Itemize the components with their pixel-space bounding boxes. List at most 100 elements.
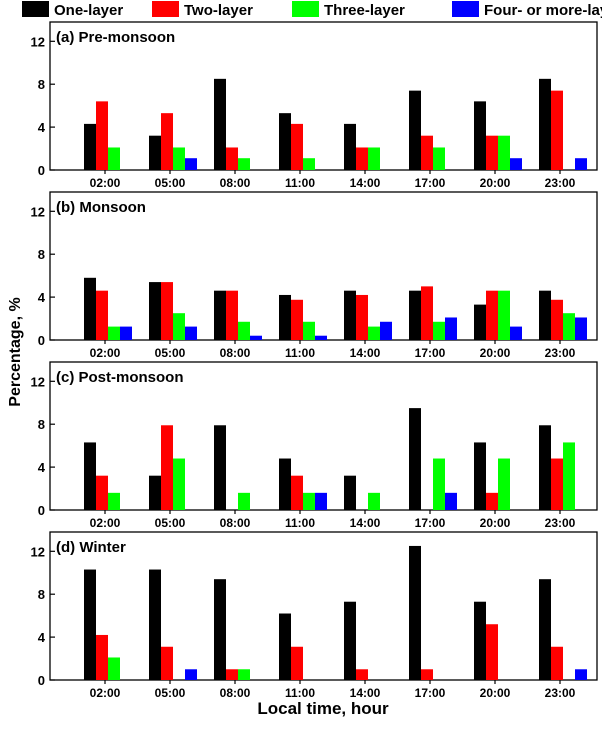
bar [108,657,120,680]
x-tick-label: 05:00 [155,346,186,360]
x-axis-label: Local time, hour [257,699,389,718]
x-tick-label: 14:00 [350,516,381,530]
bar [279,458,291,510]
bar [238,669,250,680]
bar [563,442,575,510]
bar [108,326,120,340]
x-tick-label: 08:00 [220,516,251,530]
x-tick-label: 23:00 [545,346,576,360]
bar [421,135,433,170]
y-tick-label: 12 [31,544,45,559]
bar [161,425,173,510]
legend-label: One-layer [54,2,123,19]
bar [120,326,132,340]
x-tick-label: 02:00 [90,686,121,700]
legend: One-layer Two-layer Three-layer Four- or mo… [22,1,602,19]
x-tick-label: 20:00 [480,176,511,190]
y-axis-label: Percentage, % [7,297,24,406]
bar [226,147,238,170]
bar [368,147,380,170]
bar [474,442,486,510]
legend-swatch [22,1,49,17]
x-tick-label: 20:00 [480,346,511,360]
bar [510,158,522,170]
bar [173,147,185,170]
bar [279,113,291,170]
bar [291,123,303,170]
bar [380,321,392,340]
bar [474,601,486,680]
bar [474,304,486,340]
bar [238,492,250,510]
x-tick-label: 17:00 [415,516,446,530]
bar [486,135,498,170]
bar [291,646,303,680]
y-tick-label: 8 [38,417,45,432]
x-tick-label: 11:00 [285,686,315,700]
bar [498,135,510,170]
bar [445,492,457,510]
bar [575,669,587,680]
bar [185,158,197,170]
y-tick-label: 4 [38,290,46,305]
x-tick-label: 11:00 [285,516,315,530]
bar [84,442,96,510]
x-tick-label: 23:00 [545,176,576,190]
x-tick-label: 05:00 [155,686,186,700]
x-tick-label: 11:00 [285,176,315,190]
bar [149,569,161,680]
y-tick-label: 4 [38,120,46,135]
bar [250,335,262,340]
legend-swatch [292,1,319,17]
bar [291,299,303,340]
bar [575,317,587,340]
bar [445,317,457,340]
bar [356,669,368,680]
bar [539,290,551,340]
y-tick-label: 8 [38,587,45,602]
bar [173,458,185,510]
bar [84,569,96,680]
bar [238,158,250,170]
bar [149,135,161,170]
bar [315,492,327,510]
bar [344,290,356,340]
bar [315,335,327,340]
y-tick-label: 12 [31,34,45,49]
bar [368,326,380,340]
bar [563,313,575,340]
y-tick-label: 12 [31,204,45,219]
bar [96,290,108,340]
bar [551,299,563,340]
legend-swatch [152,1,179,17]
bar [291,475,303,510]
y-tick-label: 12 [31,374,45,389]
bar [161,646,173,680]
bar [214,290,226,340]
bar [173,313,185,340]
y-tick-label: 0 [38,163,45,178]
bar [149,282,161,340]
bar [108,147,120,170]
y-tick-label: 0 [38,333,45,348]
bar [486,492,498,510]
bar [409,545,421,680]
bar [344,475,356,510]
x-tick-label: 05:00 [155,176,186,190]
bar [279,294,291,340]
bar [96,101,108,170]
bar [226,290,238,340]
panel-0: (a) Pre-monsoon 0 4 8 12 02:00 05:00 08:00 11:00… [31,21,598,190]
panel-2: (c) Post-monsoon 0 4 8 12 02:00 05:00 08:00 11:0… [31,361,598,530]
bar [185,326,197,340]
y-tick-label: 8 [38,77,45,92]
y-tick-label: 0 [38,673,45,688]
legend-swatch [452,1,479,17]
x-tick-label: 08:00 [220,346,251,360]
bar [84,123,96,170]
bar [303,492,315,510]
bar [96,634,108,680]
x-tick-label: 05:00 [155,516,186,530]
x-tick-label: 17:00 [415,176,446,190]
